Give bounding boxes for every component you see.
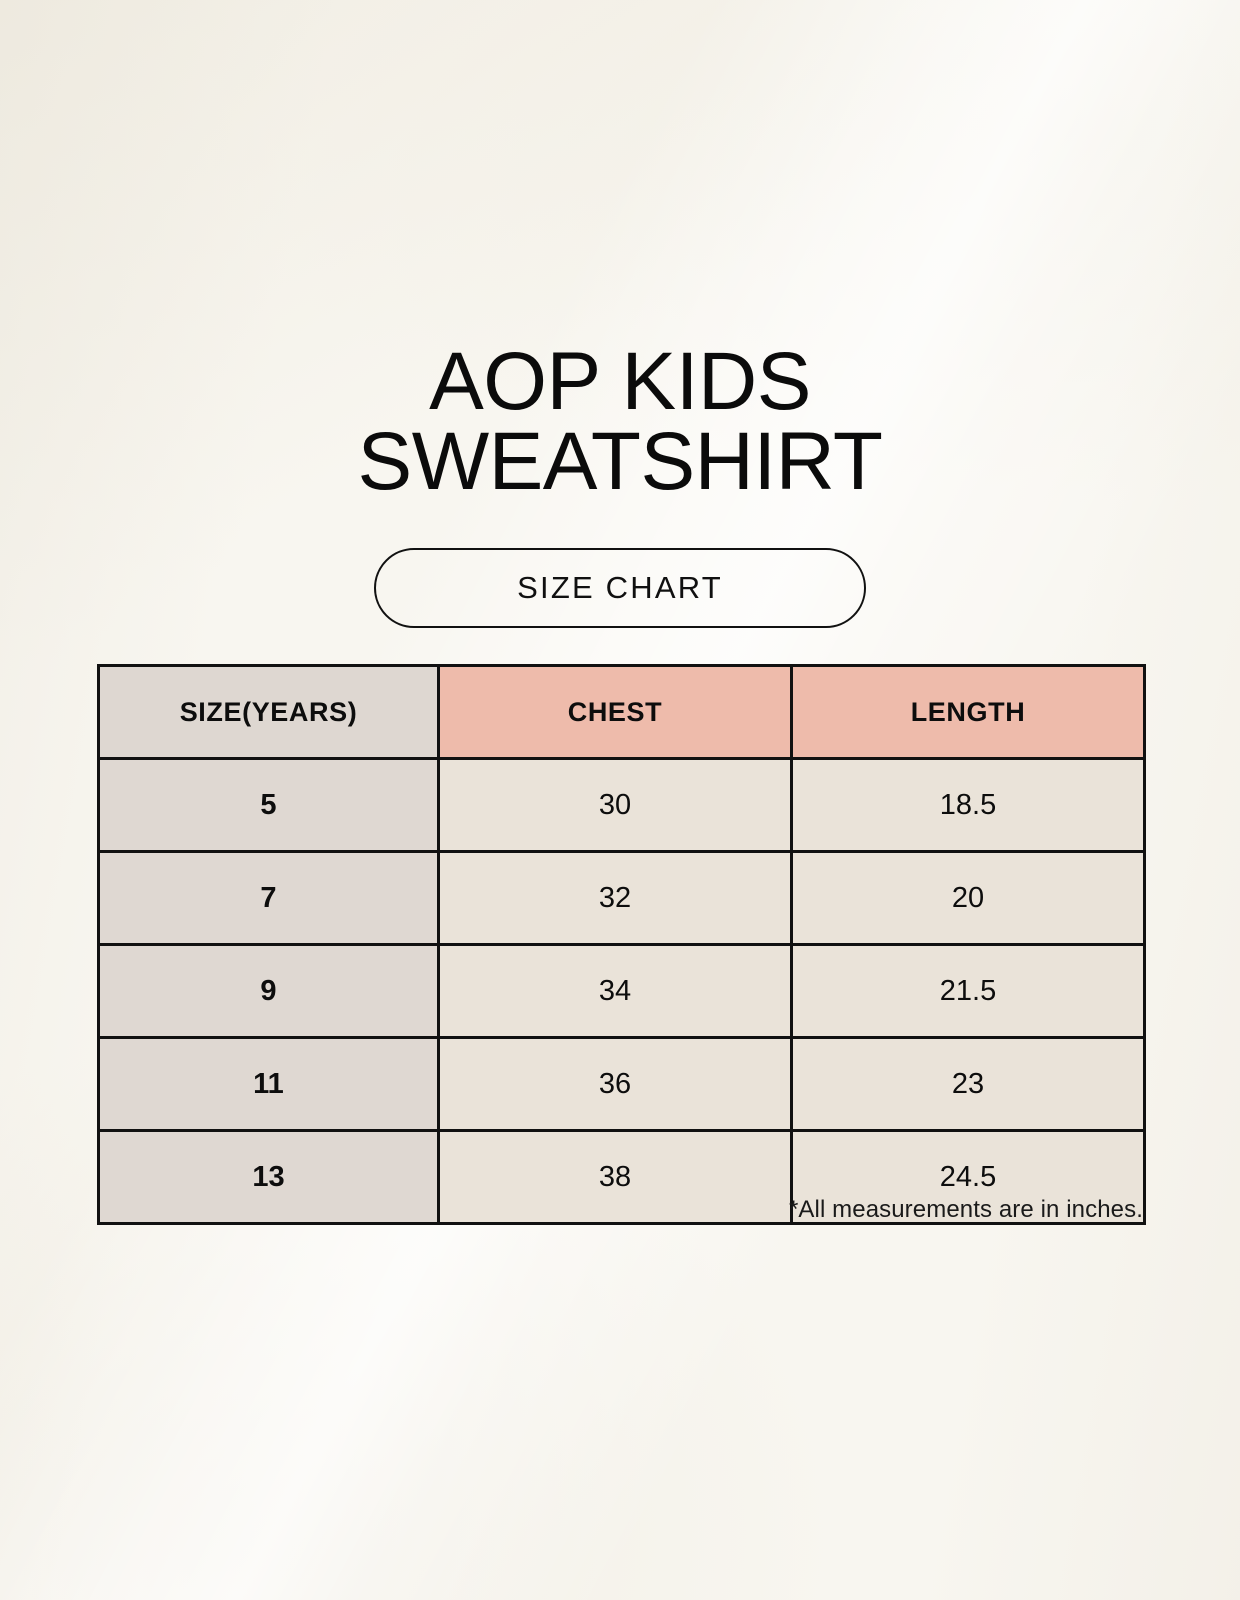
cell-chest: 36 [437,1036,793,1132]
size-table-container: SIZE(YEARS) CHEST LENGTH 5 30 18.5 7 32 … [97,664,1146,1225]
cell-length: 20 [790,850,1146,946]
table-head: SIZE(YEARS) CHEST LENGTH [97,664,1146,760]
table-row: 9 34 21.5 [97,943,1146,1039]
column-header-chest: CHEST [437,664,793,760]
table-row: 7 32 20 [97,850,1146,946]
cell-chest: 32 [437,850,793,946]
column-header-size: SIZE(YEARS) [97,664,440,760]
cell-chest: 38 [437,1129,793,1225]
table-header-row: SIZE(YEARS) CHEST LENGTH [97,664,1146,760]
table-row: 11 36 23 [97,1036,1146,1132]
cell-length: 18.5 [790,757,1146,853]
cell-chest: 30 [437,757,793,853]
page-title: AOP KIDS SWEATSHIRT [357,336,884,507]
cell-size: 13 [97,1129,440,1225]
measurement-note: *All measurements are in inches. [788,1196,1143,1223]
cell-size: 11 [97,1036,440,1132]
cell-size: 5 [97,757,440,853]
column-header-length: LENGTH [790,664,1146,760]
badge-container: SIZE CHART [0,548,1240,628]
cell-size: 7 [97,850,440,946]
cell-length: 24.5 [790,1129,1146,1225]
table-row: 5 30 18.5 [97,757,1146,853]
table-row: 13 38 24.5 [97,1129,1146,1225]
cell-length: 23 [790,1036,1146,1132]
cell-length: 21.5 [790,943,1146,1039]
size-table: SIZE(YEARS) CHEST LENGTH 5 30 18.5 7 32 … [97,664,1146,1225]
cell-chest: 34 [437,943,793,1039]
size-chart-badge: SIZE CHART [374,548,866,628]
cell-size: 9 [97,943,440,1039]
table-body: 5 30 18.5 7 32 20 9 34 21.5 11 36 23 [97,757,1146,1225]
